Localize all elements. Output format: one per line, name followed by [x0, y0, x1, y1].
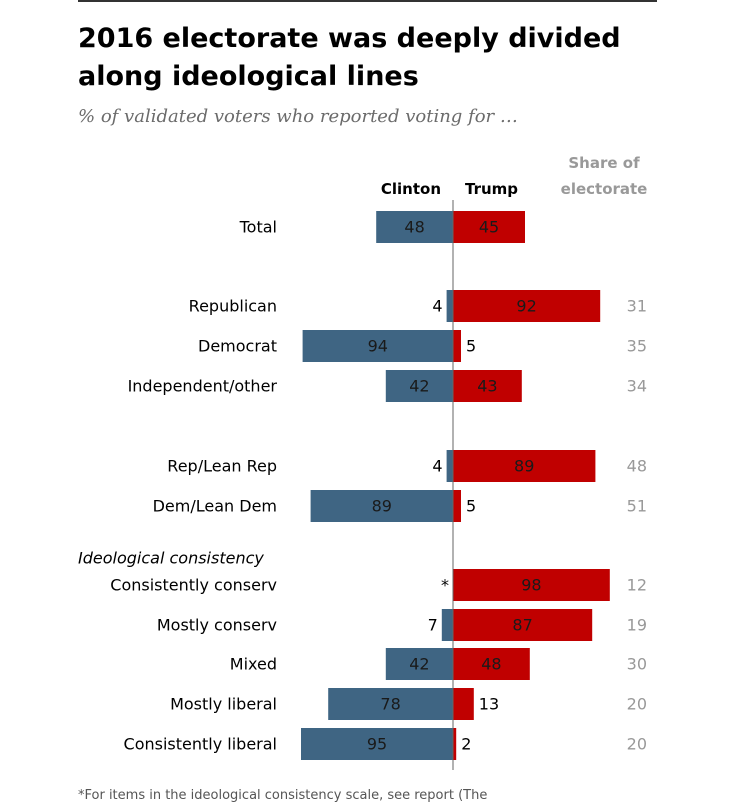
trump-value-label: 87 — [512, 616, 532, 635]
trump-value-label: 13 — [479, 695, 499, 714]
category-label: Consistently liberal — [124, 735, 277, 754]
clinton-bar — [302, 330, 453, 362]
clinton-value-label: 48 — [404, 218, 424, 237]
trump-value-label: 45 — [479, 218, 499, 237]
share-of-electorate-value: 31 — [627, 297, 647, 316]
header-trump: Trump — [465, 180, 518, 198]
clinton-value-label: 94 — [368, 337, 388, 356]
trump-value-label: 2 — [461, 735, 471, 754]
clinton-bar — [446, 290, 453, 322]
share-of-electorate-value: 34 — [627, 377, 647, 396]
clinton-bar — [310, 490, 453, 522]
category-label: Republican — [189, 297, 277, 316]
trump-bar — [453, 569, 610, 601]
clinton-value-label: 42 — [409, 655, 429, 674]
trump-bar — [453, 290, 601, 322]
trump-value-label: 5 — [466, 337, 476, 356]
trump-bar — [453, 450, 596, 482]
trump-bar — [453, 728, 457, 760]
clinton-bar — [385, 370, 453, 402]
trump-bar — [453, 490, 461, 522]
category-label: Mostly conserv — [157, 616, 277, 635]
trump-value-label: 48 — [481, 655, 501, 674]
share-of-electorate-value: 35 — [627, 337, 647, 356]
header-clinton: Clinton — [381, 180, 441, 198]
clinton-value-label: 4 — [432, 297, 442, 316]
clinton-bar — [328, 688, 453, 720]
trump-bar — [453, 370, 522, 402]
share-of-electorate-value: 19 — [627, 616, 647, 635]
clinton-value-label: 42 — [409, 377, 429, 396]
clinton-value-label: 7 — [428, 616, 438, 635]
clinton-bar — [385, 648, 453, 680]
trump-value-label: 5 — [466, 497, 476, 516]
top-rule — [78, 0, 657, 2]
clinton-bar — [446, 450, 453, 482]
trump-bar — [453, 609, 593, 641]
category-label: Total — [239, 218, 277, 237]
share-of-electorate-value: 20 — [627, 735, 647, 754]
clinton-bar — [376, 211, 453, 243]
share-of-electorate-value: 30 — [627, 655, 647, 674]
trump-value-label: 92 — [516, 297, 536, 316]
share-of-electorate-value: 48 — [627, 457, 647, 476]
header-share-line2: electorate — [561, 180, 648, 198]
share-of-electorate-value: 12 — [627, 576, 647, 595]
category-label: Independent/other — [128, 377, 278, 396]
trump-value-label: 43 — [477, 377, 497, 396]
trump-bar — [453, 688, 474, 720]
footnote: *For items in the ideological consistenc… — [78, 788, 488, 803]
clinton-bar — [441, 609, 453, 641]
category-label: Mixed — [230, 655, 277, 674]
share-of-electorate-value: 20 — [627, 695, 647, 714]
category-label: Dem/Lean Dem — [153, 497, 277, 516]
section-label-ideological-consistency: Ideological consistency — [78, 549, 264, 568]
trump-bar — [453, 648, 530, 680]
category-label: Democrat — [198, 337, 277, 356]
clinton-value-label: 89 — [372, 497, 392, 516]
trump-bar — [453, 330, 461, 362]
clinton-bar — [301, 728, 453, 760]
clinton-value-label: * — [441, 576, 449, 595]
category-label: Consistently conserv — [110, 576, 277, 595]
category-label: Mostly liberal — [170, 695, 277, 714]
chart-subtitle: % of validated voters who reported votin… — [78, 106, 518, 127]
trump-value-label: 98 — [521, 576, 541, 595]
chart-title: 2016 electorate was deeply divided along… — [78, 23, 621, 92]
clinton-value-label: 78 — [380, 695, 400, 714]
share-of-electorate-value: 51 — [627, 497, 647, 516]
header-share-line1: Share of — [568, 154, 640, 172]
category-label: Rep/Lean Rep — [167, 457, 277, 476]
trump-value-label: 89 — [514, 457, 534, 476]
trump-bar — [453, 211, 525, 243]
clinton-value-label: 4 — [432, 457, 442, 476]
clinton-value-label: 95 — [367, 735, 387, 754]
